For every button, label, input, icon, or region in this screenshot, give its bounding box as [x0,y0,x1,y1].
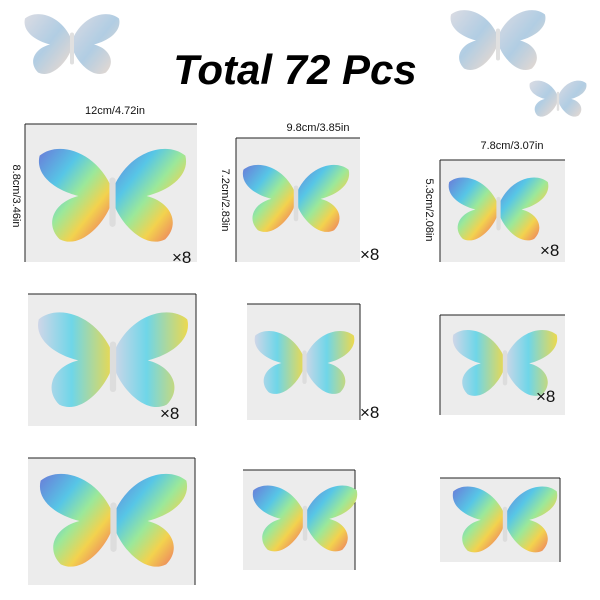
width-label: 9.8cm/3.85in [287,122,350,134]
quantity-label: ×8 [360,245,379,264]
width-label: 7.8cm/3.07in [481,140,544,152]
height-label: 7.2cm/2.83in [219,169,231,232]
panel-row-1 [24,123,565,262]
quantity-label: ×8 [540,241,559,260]
quantity-label: ×8 [536,387,555,406]
quantity-label: ×8 [360,403,379,422]
height-label: 8.8cm/3.46in [10,165,22,228]
title: Total 72 Pcs [173,46,417,93]
panel-row-3 [28,457,561,585]
width-label: 12cm/4.72in [85,105,145,117]
quantity-label: ×8 [172,248,191,267]
quantity-label: ×8 [160,404,179,423]
height-label: 5.3cm/2.08in [423,179,435,242]
panel-row-2 [28,293,565,426]
